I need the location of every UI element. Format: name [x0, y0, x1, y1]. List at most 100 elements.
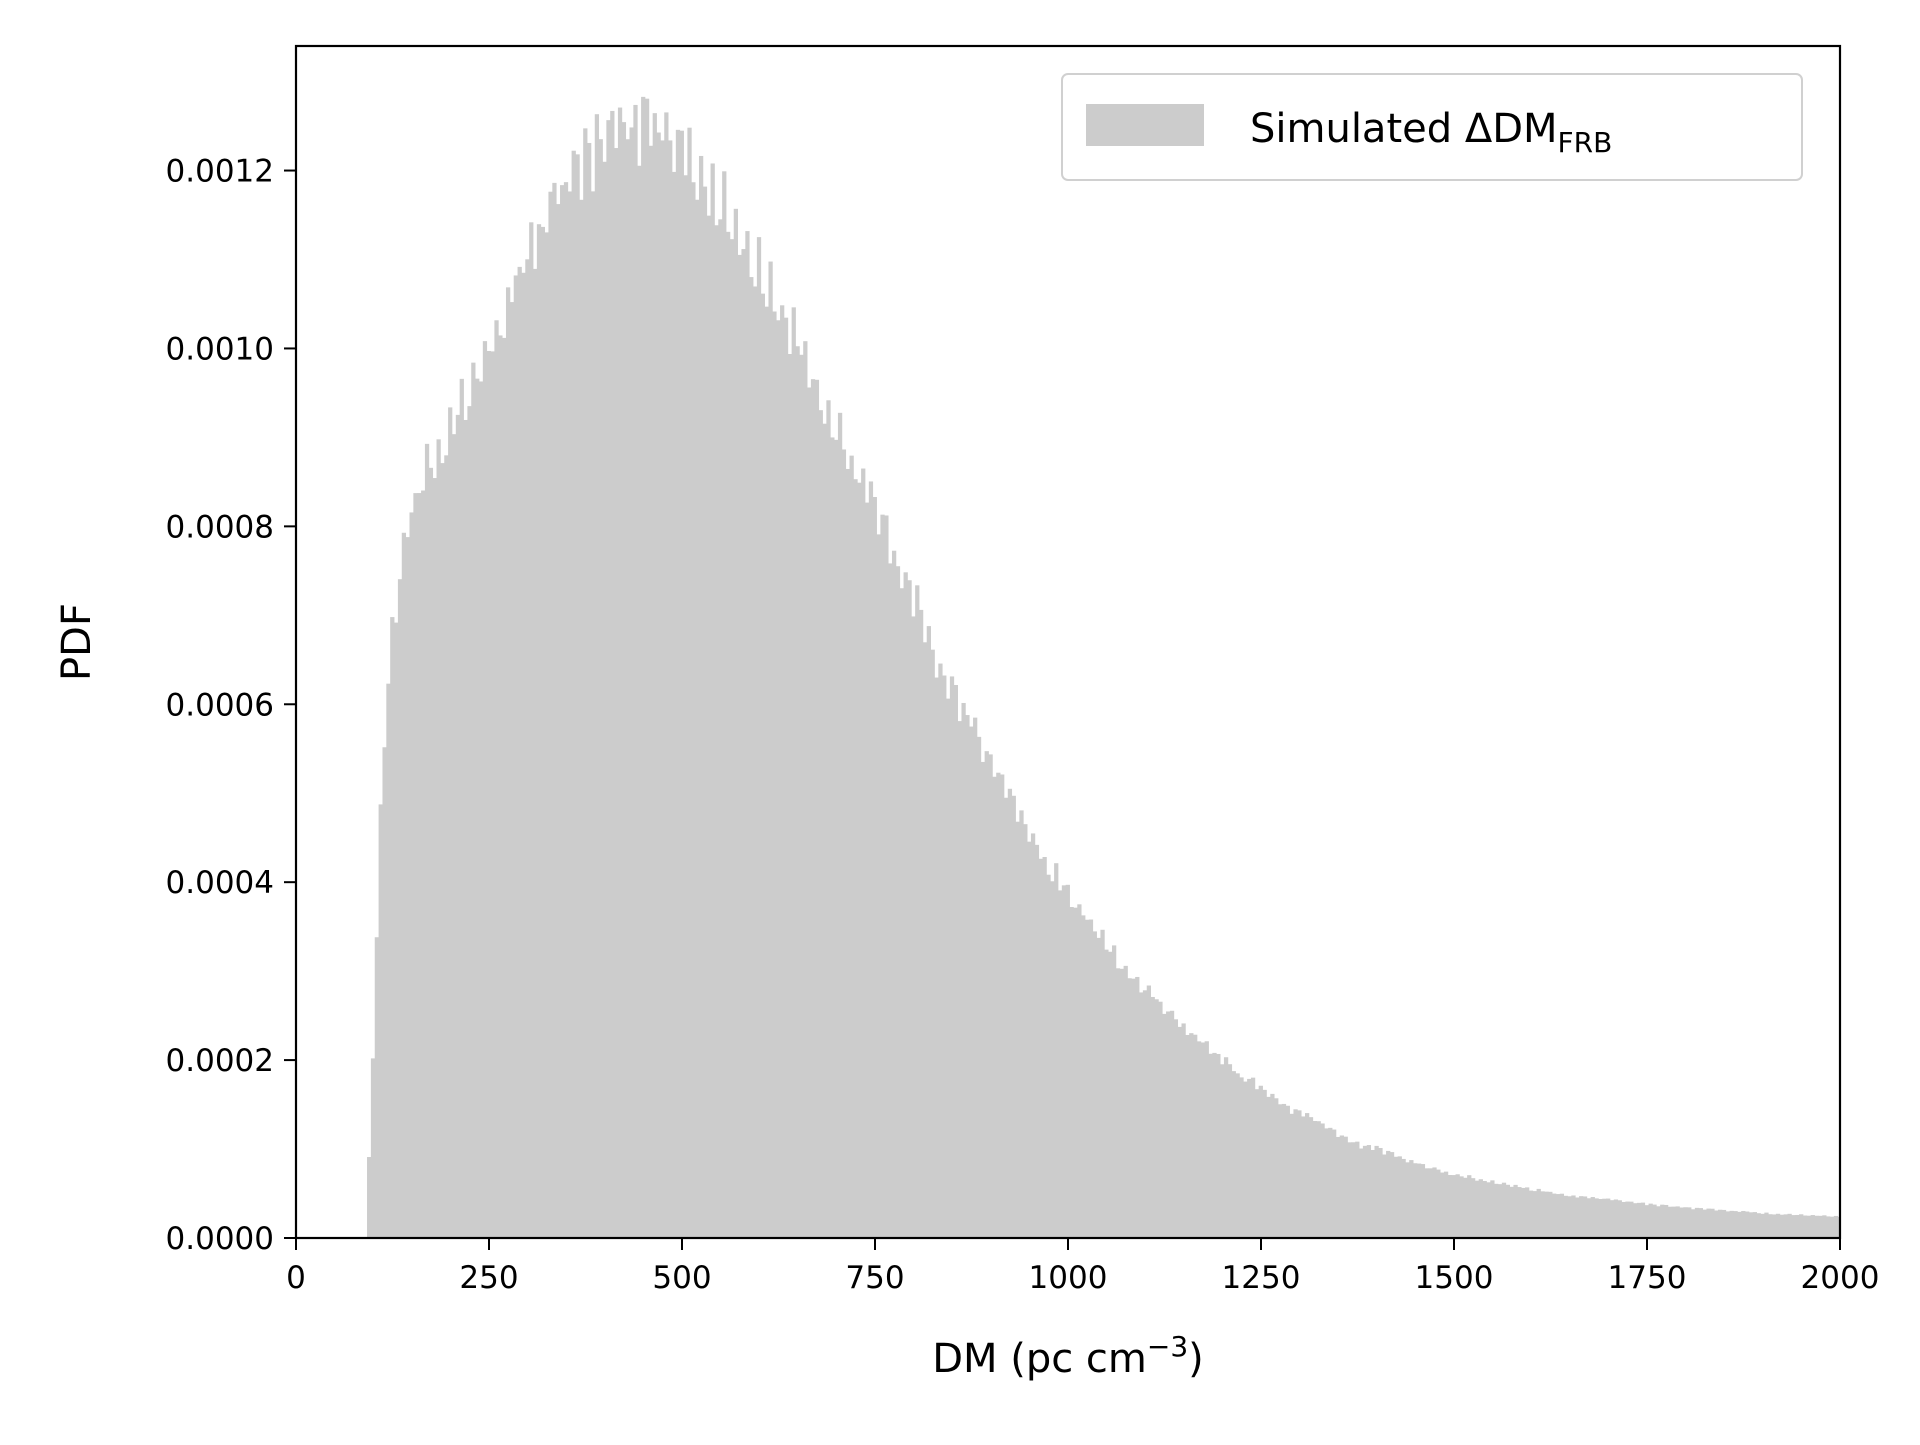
histogram-bar: [602, 161, 607, 1238]
histogram-bar: [1799, 1214, 1804, 1238]
histogram-bar: [1212, 1052, 1217, 1238]
histogram-bar: [1621, 1201, 1626, 1238]
histogram-bar: [1756, 1213, 1761, 1238]
histogram-bar: [899, 588, 904, 1238]
histogram-bar: [424, 443, 430, 1238]
histogram-bar: [691, 182, 696, 1239]
histogram-bar: [1745, 1211, 1750, 1238]
histogram-bar: [814, 379, 820, 1239]
x-axis-ticks: 0 250 500 750 1000 1250 1500 1750 2000: [286, 1238, 1879, 1296]
histogram-bar: [756, 237, 762, 1238]
histogram-bar: [1042, 856, 1047, 1238]
histogram-bar: [787, 354, 793, 1238]
histogram-bar: [1104, 949, 1109, 1238]
histogram-bar: [1270, 1093, 1275, 1238]
histogram-bar: [1725, 1211, 1731, 1238]
legend: Simulated ΔDMFRB: [1061, 73, 1803, 181]
histogram-bar: [772, 311, 777, 1238]
histogram-bar: [1073, 907, 1078, 1238]
histogram-bar: [737, 254, 742, 1238]
histogram-bar: [440, 463, 445, 1238]
histogram-bar: [876, 534, 881, 1238]
histogram-bar: [1567, 1196, 1572, 1238]
histogram-bar: [1594, 1198, 1599, 1238]
x-tick-label: 1500: [1415, 1260, 1494, 1296]
histogram-bar: [687, 127, 692, 1239]
histogram-bar: [1366, 1145, 1372, 1238]
histogram-bar: [745, 231, 750, 1238]
histogram-bar: [1571, 1195, 1576, 1238]
histogram-bar: [417, 493, 422, 1239]
histogram-bar: [1204, 1041, 1209, 1238]
histogram-bar: [1779, 1214, 1785, 1238]
histogram-bar: [1011, 795, 1016, 1238]
histogram-bar: [1517, 1187, 1522, 1238]
histogram-bar: [1054, 863, 1059, 1238]
histogram-bar: [1470, 1178, 1476, 1238]
histogram-bar: [451, 434, 457, 1238]
histogram-bar: [791, 307, 796, 1238]
histogram-bar: [428, 467, 434, 1238]
histogram-bar: [1328, 1127, 1333, 1238]
histogram-bar: [1544, 1191, 1549, 1238]
histogram-bar: [1552, 1193, 1557, 1238]
histogram-bar: [1208, 1053, 1213, 1238]
histogram-bar: [1590, 1197, 1595, 1238]
histogram-bar: [1602, 1198, 1607, 1238]
histogram-bar: [1092, 931, 1097, 1238]
histogram-bar: [1343, 1136, 1348, 1238]
histogram-bar: [1146, 985, 1152, 1238]
histogram-bar: [556, 204, 561, 1238]
histogram-bar: [374, 937, 380, 1238]
histogram-bar: [1339, 1135, 1345, 1238]
histogram-bar: [884, 515, 889, 1238]
histogram-bar: [938, 663, 943, 1238]
histogram-bar: [1139, 992, 1144, 1238]
histogram-bars: [367, 96, 1841, 1239]
histogram-bar: [1822, 1215, 1827, 1238]
histogram-bar: [1065, 884, 1070, 1238]
histogram-bar: [614, 148, 619, 1239]
histogram-bar: [996, 772, 1001, 1238]
histogram-bar: [726, 231, 731, 1239]
histogram-bar: [760, 293, 766, 1238]
histogram-bar: [949, 676, 955, 1238]
histogram-bar: [1401, 1158, 1406, 1238]
histogram-bar: [1034, 844, 1040, 1238]
histogram-bar: [1181, 1023, 1186, 1238]
histogram-bar: [625, 139, 630, 1239]
histogram-bar: [583, 128, 588, 1239]
histogram-bar: [675, 129, 681, 1238]
histogram-bar: [1467, 1175, 1472, 1238]
histogram-bar: [1760, 1213, 1765, 1238]
histogram-bar: [1494, 1183, 1499, 1238]
histogram-bar: [517, 266, 522, 1238]
histogram-bar: [1795, 1214, 1800, 1238]
histogram-bar: [1579, 1196, 1584, 1238]
histogram-bar: [521, 272, 526, 1238]
histogram-bar: [1829, 1216, 1835, 1238]
histogram-bar: [471, 362, 476, 1238]
histogram-bar: [606, 120, 611, 1239]
histogram-bar: [764, 306, 769, 1238]
histogram-bar: [1575, 1197, 1580, 1238]
histogram-bar: [1667, 1206, 1673, 1238]
x-tick-label: 500: [652, 1260, 711, 1296]
histogram-bar: [544, 232, 549, 1238]
histogram-bar: [548, 191, 553, 1238]
histogram-bar: [1378, 1147, 1383, 1238]
histogram-bar: [695, 199, 700, 1238]
histogram-bar: [1293, 1109, 1298, 1238]
histogram-bar: [957, 721, 962, 1238]
histogram-bar: [1540, 1191, 1545, 1238]
histogram-bar: [390, 617, 395, 1238]
histogram-bar: [629, 127, 634, 1238]
histogram-bar: [648, 145, 654, 1238]
legend-box: [1061, 73, 1803, 181]
histogram-bar: [946, 698, 951, 1238]
histogram-bar: [1640, 1202, 1646, 1238]
y-tick-label: 0.0010: [166, 331, 274, 367]
histogram-bar: [1235, 1073, 1240, 1238]
histogram-bar: [1416, 1163, 1422, 1238]
histogram-bar: [1478, 1179, 1483, 1238]
